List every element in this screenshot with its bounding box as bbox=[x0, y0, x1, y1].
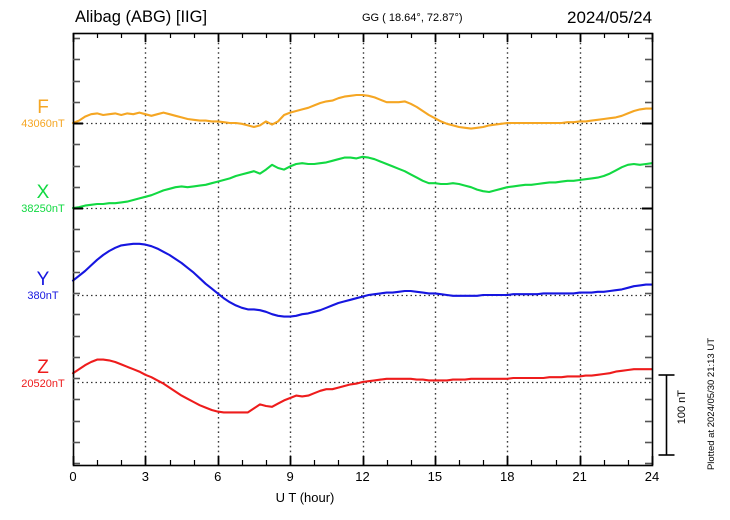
component-value-x: 38250nT bbox=[21, 203, 65, 215]
component-letter-y: Y bbox=[36, 269, 50, 290]
xaxis-tick-label: 6 bbox=[214, 469, 222, 484]
component-label-z: Z 20520nT bbox=[14, 358, 72, 390]
component-label-y: Y 380nT bbox=[14, 270, 72, 302]
geographic-coordinates: GG ( 18.64°, 72.87°) bbox=[362, 12, 463, 24]
xaxis-title: U T (hour) bbox=[275, 490, 335, 505]
component-letter-x: X bbox=[36, 182, 50, 203]
xaxis-tick-label: 18 bbox=[500, 469, 515, 484]
xaxis-tick-label: 15 bbox=[427, 469, 443, 484]
scale-bar-label: 100 nT bbox=[676, 390, 688, 425]
series-line-f bbox=[71, 93, 654, 130]
series-line-z bbox=[71, 358, 654, 414]
series-line-y bbox=[71, 242, 654, 318]
component-letter-z: Z bbox=[37, 357, 49, 378]
xaxis-tick-label: 0 bbox=[69, 469, 77, 484]
xaxis-tick-label: 24 bbox=[644, 469, 660, 484]
plot-timestamp: Plotted at 2024/05/30 21:13 UT bbox=[706, 338, 717, 471]
component-label-f: F 43060nT bbox=[14, 98, 72, 130]
xaxis-tick-label: 21 bbox=[572, 469, 587, 484]
component-letter-f: F bbox=[37, 97, 49, 118]
component-value-z: 20520nT bbox=[21, 378, 65, 390]
component-value-f: 43060nT bbox=[21, 118, 65, 130]
component-label-x: X 38250nT bbox=[14, 183, 72, 215]
xaxis-tick-label: 12 bbox=[355, 469, 370, 484]
xaxis-tick-label: 3 bbox=[141, 469, 149, 484]
series-line-x bbox=[71, 155, 654, 210]
observation-date: 2024/05/24 bbox=[567, 8, 653, 27]
component-value-y: 380nT bbox=[27, 290, 59, 302]
station-title: Alibag (ABG) [IIG] bbox=[75, 8, 208, 26]
xaxis-tick-label: 9 bbox=[286, 469, 294, 484]
